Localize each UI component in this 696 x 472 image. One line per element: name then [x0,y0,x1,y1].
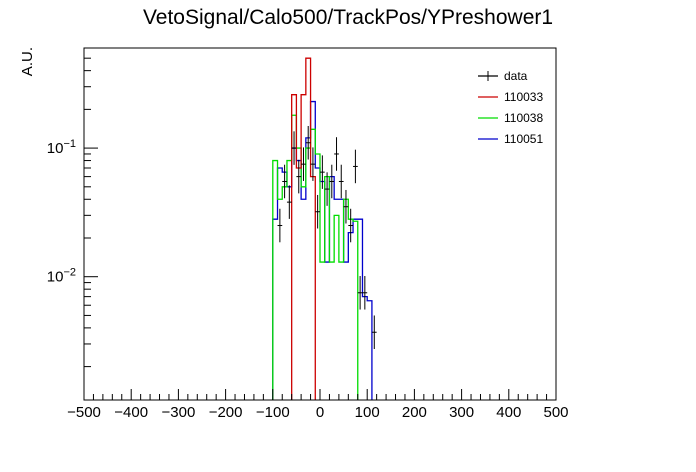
data-point [324,172,330,206]
series-110033-histogram [291,57,316,400]
data-point [277,208,283,243]
legend-item-110038: 110038 [478,111,543,125]
data-point [282,164,287,199]
x-tick-label: 300 [449,404,474,421]
chart-title: VetoSignal/Calo500/TrackPos/YPreshower1 [143,6,553,29]
x-tick-label: −100 [256,404,290,421]
legend-label: 110033 [504,90,543,104]
data-point [286,185,292,219]
x-tick-label: 500 [543,404,568,421]
data-point [310,147,316,181]
legend: data 110033 110038 110051 [478,69,543,146]
data-point [338,164,344,199]
y-tick-label: 10−1 [47,138,76,157]
data-point [353,149,358,184]
x-tick-label: 400 [496,404,521,421]
data-point [315,194,320,229]
plot-series [272,57,377,400]
x-tick-label: 100 [355,404,380,421]
x-tick-label: 200 [402,404,427,421]
data-point [291,131,297,165]
x-tick-label: −500 [67,404,101,421]
y-tick-label: 10−2 [47,267,76,286]
data-point [348,208,354,243]
legend-label: data [504,69,528,83]
x-tick-label: −200 [209,404,243,421]
data-point [301,147,306,181]
data-point [357,276,363,310]
data-point [343,189,349,224]
legend-label: 110038 [504,111,543,125]
series-110038-histogram [272,114,359,400]
data-point [305,125,311,160]
x-tick-label: −400 [114,404,148,421]
data-point [296,159,302,194]
x-tick-label: 0 [316,404,324,421]
y-axis-label: A.U. [19,47,36,76]
data-point [329,164,335,199]
legend-item-data: data [478,69,528,83]
x-tick-label: −300 [162,404,196,421]
legend-label: 110051 [504,132,543,146]
legend-item-110033: 110033 [478,90,543,104]
data-point [334,137,339,171]
legend-item-110051: 110051 [478,132,543,146]
data-point [320,155,325,189]
data-point [371,315,377,350]
data-point [362,276,368,310]
axes: −500 −400 −300 −200 −100 0 100 200 300 400 500 10−1… [47,47,569,421]
